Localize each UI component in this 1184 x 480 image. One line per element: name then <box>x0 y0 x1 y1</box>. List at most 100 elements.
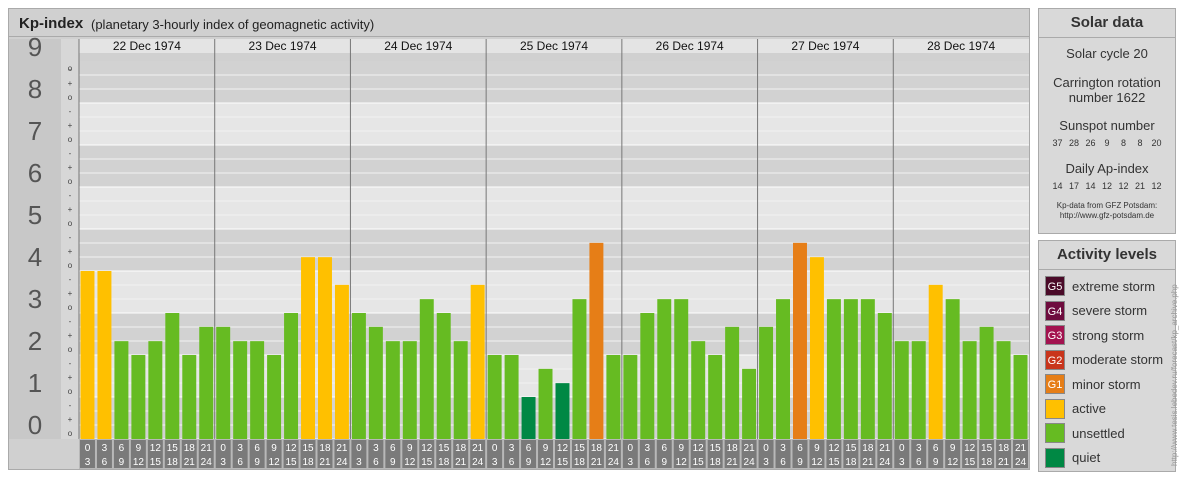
hour-cell <box>639 440 655 468</box>
hour-end-label: 21 <box>591 457 603 468</box>
y-subtick-label: o <box>68 345 73 354</box>
y-tick-label: 0 <box>28 410 42 440</box>
hour-end-label: 21 <box>319 457 331 468</box>
hour-start-label: 6 <box>390 443 396 454</box>
kp-bar <box>759 326 774 439</box>
source-link[interactable]: http://www.gfz-potsdam.de <box>1059 211 1155 220</box>
kp-bar <box>962 341 977 439</box>
y-subtick-label: + <box>68 205 73 214</box>
kp-bar <box>538 368 553 439</box>
kp-bar <box>894 341 909 439</box>
kp-bar <box>487 355 502 439</box>
hour-cell <box>419 440 435 468</box>
hour-cell <box>860 440 876 468</box>
day-label: 24 Dec 1974 <box>384 39 452 53</box>
hour-end-label: 15 <box>828 457 840 468</box>
hour-start-label: 0 <box>763 443 769 454</box>
hour-cell <box>130 440 146 468</box>
hour-end-label: 18 <box>438 457 450 468</box>
level-band <box>79 103 1029 145</box>
kp-bar <box>691 341 706 439</box>
y-subtick-label: o <box>68 303 73 312</box>
hour-end-label: 12 <box>947 457 959 468</box>
hour-end-label: 3 <box>628 457 634 468</box>
hour-end-label: 6 <box>509 457 515 468</box>
hour-cell <box>809 440 825 468</box>
y-subtick-label: o <box>68 219 73 228</box>
level-label: severe storm <box>1072 303 1148 318</box>
watermark-url: http://www.tesis.lebedev.ru/forecast/kp_… <box>1170 284 1179 466</box>
sunspot-value: 8 <box>1137 138 1143 148</box>
y-tick-label: 3 <box>28 284 42 314</box>
level-label: strong storm <box>1072 327 1145 343</box>
kp-bar <box>996 341 1011 439</box>
hour-cell <box>402 440 418 468</box>
hour-cell <box>215 440 231 468</box>
hour-end-label: 6 <box>645 457 651 468</box>
y-subtick-label: o <box>68 429 73 438</box>
hour-cell <box>945 440 961 468</box>
day-label: 27 Dec 1974 <box>791 39 859 53</box>
y-subtick-label: + <box>68 289 73 298</box>
y-subtick-label: o <box>68 177 73 186</box>
hour-start-label: 15 <box>981 443 993 454</box>
kp-bar <box>419 299 434 439</box>
hour-end-label: 6 <box>237 457 243 468</box>
hour-cell <box>707 440 723 468</box>
hour-cell <box>521 440 537 468</box>
kp-bar <box>470 284 485 439</box>
kp-bar <box>318 257 332 439</box>
sunspot-value: 9 <box>1104 138 1110 148</box>
hour-cell <box>351 440 367 468</box>
hour-end-label: 15 <box>964 457 976 468</box>
hour-cell <box>877 440 893 468</box>
kp-bar <box>97 271 112 439</box>
hour-start-label: 0 <box>628 443 634 454</box>
hour-start-label: 15 <box>302 443 314 454</box>
kp-bar <box>589 242 604 439</box>
hour-start-label: 6 <box>661 443 667 454</box>
hour-cell <box>979 440 995 468</box>
sunspot-title: Sunspot number <box>1059 118 1155 133</box>
kp-bar <box>216 326 231 439</box>
hour-cell <box>504 440 520 468</box>
hour-start-label: 21 <box>336 443 348 454</box>
hour-cell <box>673 440 689 468</box>
hour-end-label: 24 <box>879 457 891 468</box>
hour-start-label: 0 <box>899 443 905 454</box>
hour-cell <box>962 440 978 468</box>
hour-end-label: 3 <box>220 457 226 468</box>
hour-cell <box>1013 440 1028 468</box>
hour-end-label: 24 <box>472 457 484 468</box>
y-tick-label: 4 <box>28 242 42 272</box>
level-band <box>79 187 1029 229</box>
kp-bar <box>165 313 180 439</box>
chart-header: Kp-index (planetary 3-hourly index of ge… <box>9 9 1029 37</box>
y-tick-label: 5 <box>28 200 42 230</box>
hour-start-label: 0 <box>85 443 91 454</box>
kp-bar <box>843 299 858 439</box>
kp-bar <box>826 299 841 439</box>
day-label: 22 Dec 1974 <box>113 39 181 53</box>
y-subtick-label: - <box>69 317 72 326</box>
hour-cell <box>911 440 927 468</box>
date-header-band <box>79 39 1029 53</box>
hour-end-label: 9 <box>254 457 260 468</box>
y-subtick-column <box>61 39 79 439</box>
hour-cell <box>724 440 740 468</box>
hour-end-label: 9 <box>526 457 532 468</box>
hour-end-label: 6 <box>780 457 786 468</box>
hour-cell <box>249 440 265 468</box>
kp-bar <box>148 341 163 439</box>
hour-start-label: 12 <box>557 443 569 454</box>
hour-cell <box>894 440 910 468</box>
hour-start-label: 3 <box>645 443 651 454</box>
kp-bar <box>368 326 383 439</box>
sunspot-values: 37 28 26 9 8 8 20 <box>1039 138 1175 148</box>
y-subtick-label: - <box>69 275 72 284</box>
y-subtick-label: o <box>68 261 73 270</box>
hour-start-label: 9 <box>136 443 142 454</box>
hour-start-label: 3 <box>237 443 243 454</box>
level-moderate-storm: G2 moderate storm <box>1045 349 1163 370</box>
hour-end-label: 18 <box>845 457 857 468</box>
